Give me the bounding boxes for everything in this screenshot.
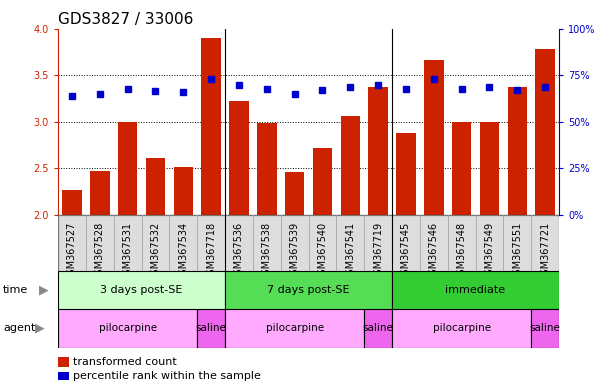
Text: GSM367545: GSM367545 (401, 222, 411, 281)
Text: saline: saline (196, 323, 227, 333)
Bar (392, 215, 420, 271)
Bar (340, 116, 360, 215)
Bar (368, 88, 388, 215)
Bar (197, 215, 225, 271)
Bar (313, 148, 332, 215)
Bar (225, 309, 364, 348)
Bar (146, 158, 165, 215)
Text: saline: saline (530, 323, 560, 333)
Bar (364, 309, 392, 348)
Text: ▶: ▶ (38, 283, 48, 296)
Text: 3 days post-SE: 3 days post-SE (100, 285, 183, 295)
Bar (225, 215, 253, 271)
Text: GSM367528: GSM367528 (95, 222, 105, 281)
Bar (174, 167, 193, 215)
Bar (508, 88, 527, 215)
Text: GSM367546: GSM367546 (429, 222, 439, 281)
Text: GSM367551: GSM367551 (512, 222, 522, 281)
Bar (531, 309, 559, 348)
Text: pilocarpine: pilocarpine (266, 323, 324, 333)
Bar (142, 215, 169, 271)
Text: immediate: immediate (445, 285, 506, 295)
Bar (392, 309, 531, 348)
Text: saline: saline (363, 323, 393, 333)
Bar (62, 190, 82, 215)
Bar (197, 309, 225, 348)
Bar (58, 309, 197, 348)
Bar (280, 215, 309, 271)
Bar (503, 215, 531, 271)
Bar (531, 215, 559, 271)
Text: 7 days post-SE: 7 days post-SE (267, 285, 350, 295)
Bar (480, 122, 499, 215)
Bar (364, 215, 392, 271)
Text: percentile rank within the sample: percentile rank within the sample (73, 371, 261, 381)
Bar (424, 60, 444, 215)
Text: GSM367548: GSM367548 (456, 222, 467, 281)
Bar (257, 123, 277, 215)
Bar (535, 49, 555, 215)
Bar (253, 215, 280, 271)
Text: GSM367539: GSM367539 (290, 222, 299, 281)
Text: pilocarpine: pilocarpine (433, 323, 491, 333)
Bar (475, 215, 503, 271)
Bar (420, 215, 448, 271)
Bar (169, 215, 197, 271)
Bar (452, 122, 472, 215)
Text: GDS3827 / 33006: GDS3827 / 33006 (58, 12, 194, 26)
Bar (229, 101, 249, 215)
Text: GSM367536: GSM367536 (234, 222, 244, 281)
Bar (285, 172, 304, 215)
Text: GSM367527: GSM367527 (67, 222, 77, 281)
Bar (86, 215, 114, 271)
Text: ▶: ▶ (35, 322, 45, 335)
Bar (337, 215, 364, 271)
Bar (448, 215, 475, 271)
Text: transformed count: transformed count (73, 357, 177, 367)
Text: GSM367534: GSM367534 (178, 222, 188, 281)
Bar (309, 215, 337, 271)
Bar (58, 271, 225, 309)
Text: time: time (3, 285, 28, 295)
Bar (58, 215, 86, 271)
Bar (396, 133, 415, 215)
Bar (392, 271, 559, 309)
Text: GSM367721: GSM367721 (540, 222, 550, 281)
Bar (114, 215, 142, 271)
Text: agent: agent (3, 323, 35, 333)
Bar (118, 122, 137, 215)
Bar (202, 38, 221, 215)
Text: GSM367531: GSM367531 (123, 222, 133, 281)
Text: GSM367538: GSM367538 (262, 222, 272, 281)
Bar (225, 271, 392, 309)
Text: GSM367549: GSM367549 (485, 222, 494, 281)
Bar (90, 171, 109, 215)
Text: GSM367532: GSM367532 (150, 222, 161, 281)
Text: pilocarpine: pilocarpine (98, 323, 156, 333)
Text: GSM367540: GSM367540 (318, 222, 327, 281)
Text: GSM367719: GSM367719 (373, 222, 383, 281)
Text: GSM367541: GSM367541 (345, 222, 356, 281)
Text: GSM367718: GSM367718 (206, 222, 216, 281)
